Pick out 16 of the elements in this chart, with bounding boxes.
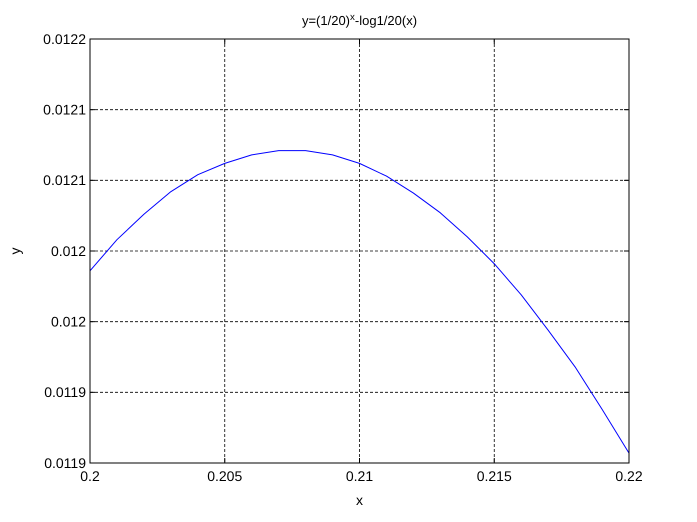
x-axis-title: x (356, 492, 363, 508)
chart-title: y=(1/20)$^{x}$-log1/20(x) (302, 12, 418, 28)
y-tick-label: 0.0121 (43, 172, 86, 188)
y-axis-title: y (7, 248, 23, 254)
x-tick-label: 0.22 (615, 468, 643, 484)
x-tick-label: 0.21 (346, 468, 374, 484)
y-tick-label: 0.0122 (43, 30, 86, 47)
y-tick-label: 0.0119 (44, 384, 86, 400)
x-tick-label: 0.205 (207, 468, 242, 484)
y-tick-label: 0.012 (50, 242, 86, 259)
x-tick-label: 0.2 (80, 468, 100, 484)
y-tick-label: 0.0119 (44, 454, 86, 471)
line-series (90, 150, 630, 454)
x-tick-label: 0.215 (476, 468, 512, 484)
y-tick-label: 0.0121 (43, 102, 86, 118)
y-tick-label: 0.012 (50, 314, 86, 330)
